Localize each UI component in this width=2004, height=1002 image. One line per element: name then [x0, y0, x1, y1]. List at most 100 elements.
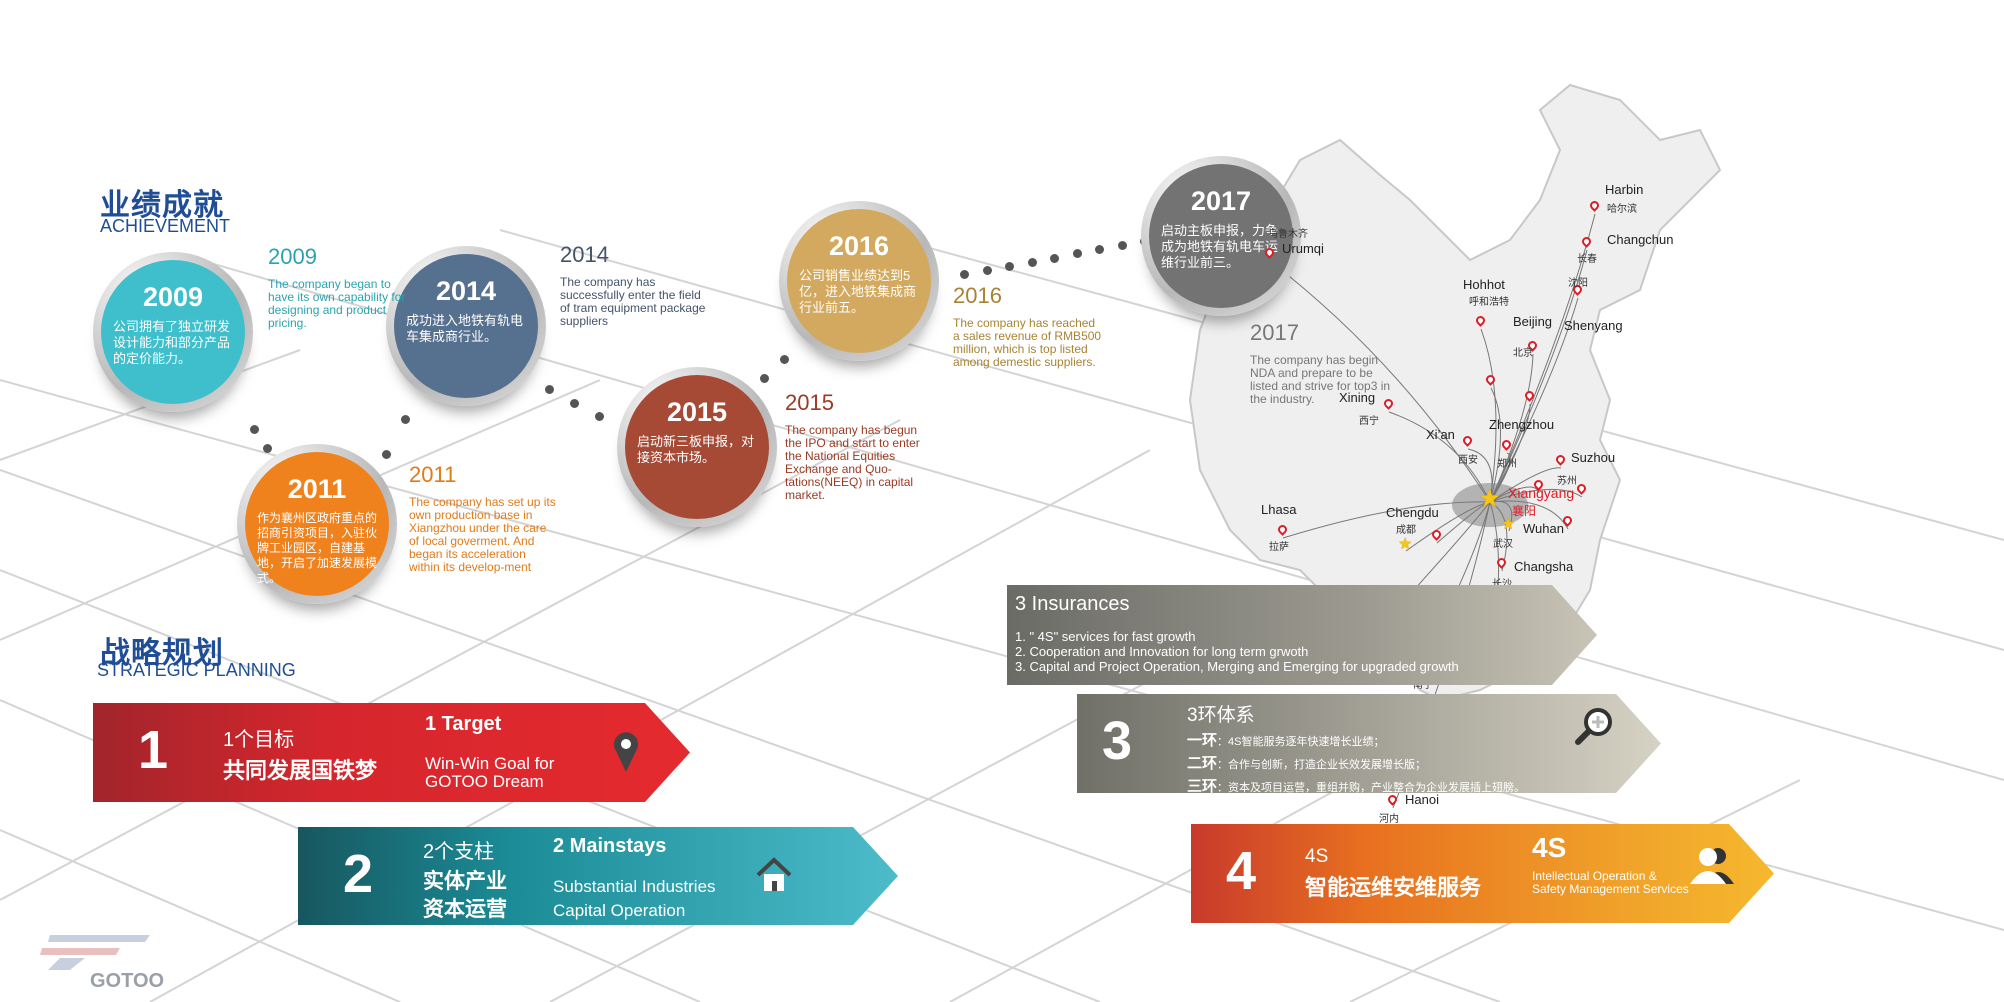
plan-number: 4 — [1226, 841, 1257, 901]
ring-text: ：4S智能服务逐年快速增长业绩； — [1217, 736, 1385, 748]
route-line — [1489, 403, 1531, 503]
milestone-circle-2015: 2015 启动新三板申报，对接资本市场。 — [617, 367, 777, 527]
route-line — [1388, 411, 1491, 503]
ring-text: ：资本及项目运营，重组并购，产业整合为企业发展插上翅膀。 — [1217, 782, 1526, 794]
route-line — [1405, 501, 1491, 552]
milestone-desc: The company has begin NDA and prepare to… — [1250, 353, 1391, 406]
milestone-desc: The company has reached a sales revenue … — [953, 316, 1102, 369]
city-label-cn: 乌鲁木齐 — [1268, 229, 1308, 240]
timeline-dot — [1095, 245, 1104, 255]
plan-arrow-3: 3 3环体系 一环：4S智能服务逐年快速增长业绩； 二环：合作与创新，打造企业长… — [1077, 694, 1661, 793]
route-line — [1436, 501, 1491, 544]
milestone-year: 2017 — [1250, 320, 1299, 345]
milestone-circle-2014: 2014 成功进入地铁有轨电车集成商行业。 — [386, 246, 546, 406]
circle-text: 公司拥有了独立研发设计能力和部分产品的定价能力。 — [113, 319, 231, 366]
circle-year: 2011 — [287, 474, 347, 504]
gotoo-logo: GOTOO — [30, 930, 164, 992]
route-line — [1480, 328, 1497, 503]
city-label-cn: 苏州 — [1557, 476, 1577, 487]
route-line — [1489, 297, 1579, 503]
timeline-dot — [1050, 253, 1059, 263]
city-label-cn: 长沙 — [1492, 579, 1512, 590]
milestone-desc: The company began to have its own capabi… — [268, 277, 406, 330]
gotoo-logo-mark — [40, 935, 150, 970]
city-label-cn: 河内 — [1379, 814, 1399, 825]
plan-en-text-2: Capital Operation — [553, 901, 686, 920]
plan-cn-small: 2个支柱 — [423, 841, 495, 863]
plan-cn-big-2: 资本运营 — [423, 898, 507, 921]
route-line — [1489, 488, 1583, 503]
circle-year: 2017 — [1190, 186, 1252, 216]
city-label-cn: 长春 — [1577, 254, 1597, 265]
plan-cn-small: 1个目标 — [223, 729, 295, 751]
plan-arrow-1: 1 1个目标 共同发展国铁梦 1 Target Win-Win Goal for… — [93, 703, 690, 802]
plan-number: 3 — [1102, 711, 1133, 771]
strategic-title-en: STRATEGIC PLANNING — [97, 660, 296, 680]
route-line — [1489, 387, 1501, 503]
city-label-cn: 武汉 — [1493, 539, 1513, 550]
timeline-dot — [1005, 261, 1014, 271]
city-label-en: Harbin — [1605, 182, 1644, 197]
milestone-text-2016: 2016 The company has reached a sales reve… — [953, 283, 1103, 369]
plan-en-title: 4S — [1532, 832, 1567, 863]
route-line — [1282, 501, 1491, 539]
milestone-circle-2016: 2016 公司销售业绩达到5亿，进入地铁集成商行业前五。 — [779, 201, 939, 361]
hub-city-en: Xiangyang — [1508, 485, 1575, 501]
city-label-en: Wuhan — [1523, 521, 1564, 536]
milestone-year: 2014 — [560, 242, 609, 267]
plan-en-title: 2 Mainstays — [553, 835, 667, 857]
timeline-dot — [570, 398, 579, 408]
ring-item: 一环：4S智能服务逐年快速增长业绩； — [1187, 730, 1525, 753]
circle-text: 公司销售业绩达到5亿，进入地铁集成商行业前五。 — [799, 268, 917, 315]
plan-number: 1 — [138, 720, 169, 780]
milestone-text-2009: 2009 The company began to have its own ca… — [268, 244, 418, 330]
insurance-item: 2. Cooperation and Innovation for long t… — [1015, 644, 1309, 659]
logo-text: GOTOO — [90, 970, 165, 992]
rings-list: 一环：4S智能服务逐年快速增长业绩； 二环：合作与创新，打造企业长效发展增长版；… — [1187, 730, 1525, 799]
city-star-icon: ★ — [1501, 516, 1516, 533]
city-label-cn: 郑州 — [1497, 459, 1517, 470]
city-label-en: Zhengzhou — [1489, 417, 1555, 432]
insurance-item: 3. Capital and Project Operation, Mergin… — [1015, 659, 1459, 674]
city-label-en: Hanoi — [1405, 792, 1439, 807]
circle-year: 2009 — [142, 282, 204, 312]
timeline-dot — [401, 415, 410, 424]
plan-en-text: Intellectual Operation & Safety Manageme… — [1532, 869, 1689, 896]
plan-en-text: Substantial Industries — [553, 877, 716, 896]
city-star-icon: ★ — [1398, 536, 1413, 553]
circle-text: 成功进入地铁有轨电车集成商行业。 — [406, 313, 524, 344]
circle-text: 启动新三板申报，对接资本市场。 — [637, 434, 755, 465]
milestone-circle-2009: 2009 公司拥有了独立研发设计能力和部分产品的定价能力。 — [93, 252, 253, 412]
city-label-en: Changsha — [1514, 559, 1574, 574]
city-label-en: Xi’an — [1426, 427, 1455, 442]
hub-city-cn: 襄阳 — [1512, 504, 1537, 518]
milestone-text-2017: 2017 The company has begin NDA and prepar… — [1250, 320, 1400, 406]
insurances-list: 1. " 4S" services for fast growth 2. Coo… — [1015, 629, 1459, 674]
ring-item: 三环：资本及项目运营，重组并购，产业整合为企业发展插上翅膀。 — [1187, 776, 1525, 799]
milestone-text-2015: 2015 The company has begun the IPO and st… — [785, 390, 935, 502]
ring-text: ：合作与创新，打造企业长效发展增长版； — [1217, 759, 1427, 771]
plan-cn-big: 智能运维安维服务 — [1305, 875, 1482, 900]
city-label-en: Xining — [1339, 390, 1376, 405]
city-label-en: Suzhou — [1571, 450, 1616, 465]
ring-label: 三环 — [1187, 778, 1218, 795]
circle-year: 2016 — [828, 231, 890, 261]
city-label-cn: 成都 — [1396, 525, 1416, 536]
milestone-year: 2009 — [268, 244, 317, 269]
plan-arrow-4: 4 4S 智能运维安维服务 4S Intellectual Operation … — [1191, 824, 1774, 923]
location-pin-icon — [613, 731, 639, 773]
timeline-dot — [1027, 257, 1037, 267]
plan-cn-title: 3环体系 — [1187, 705, 1255, 726]
hub-star-icon: ★ — [1478, 483, 1502, 513]
timeline-dot — [780, 355, 789, 364]
house-icon — [756, 857, 792, 893]
milestone-text-2011: 2011 The company has set up its own produ… — [409, 462, 559, 574]
circle-text: 启动主板申报，力争成为地铁有轨电车运维行业前三。 — [1161, 223, 1279, 270]
ring-label: 二环 — [1187, 755, 1218, 772]
plan-arrow-2: 2 2个支柱 实体产业 资本运营 2 Mainstays Substantial… — [298, 827, 898, 925]
city-label-cn: 哈尔滨 — [1607, 204, 1637, 215]
plan-cn-small: 4S — [1305, 846, 1329, 867]
achievement-title-cn: 业绩成就 — [100, 189, 224, 222]
timeline-dot — [1072, 249, 1082, 259]
plan-en-title: 1 Target — [425, 713, 502, 735]
